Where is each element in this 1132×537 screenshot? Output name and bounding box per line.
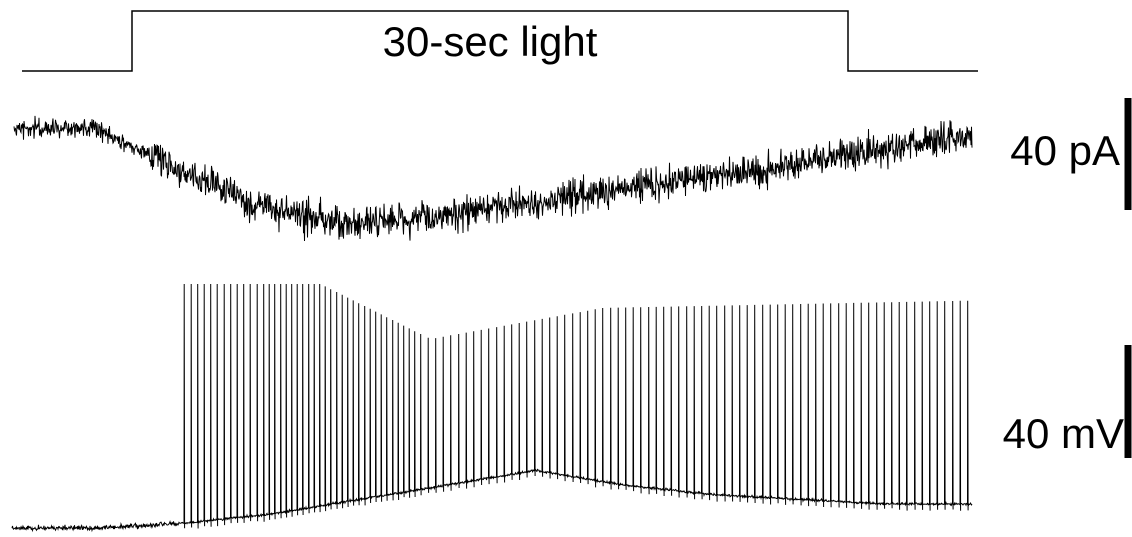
voltage-scale-label: 40 mV	[1003, 410, 1124, 457]
current-scale-label: 40 pA	[1010, 127, 1120, 174]
voltage-trace-group	[11, 283, 973, 533]
light-stimulus-label: 30-sec light	[383, 18, 598, 65]
current-trace-group	[13, 115, 973, 242]
voltage-trace	[11, 283, 973, 533]
current-trace	[13, 115, 973, 242]
light-stimulus-trace	[22, 10, 978, 72]
